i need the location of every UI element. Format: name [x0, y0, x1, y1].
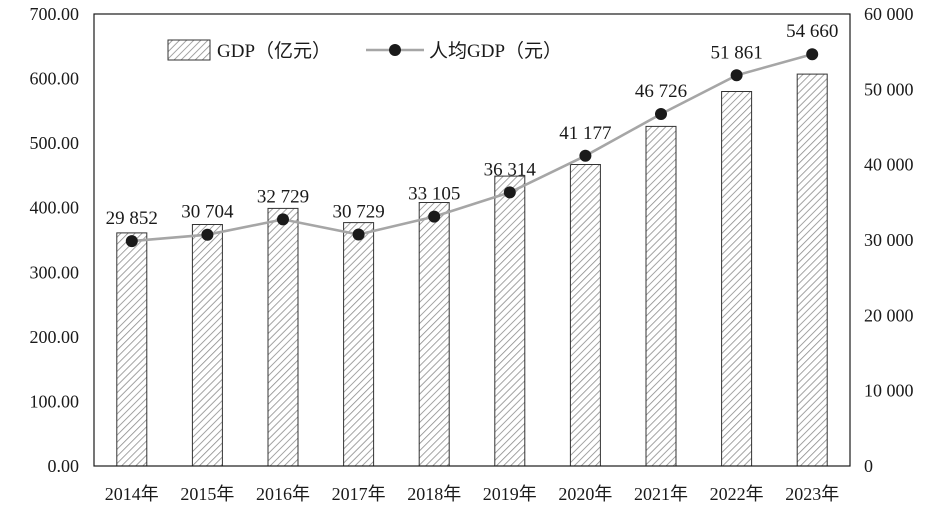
y-left-tick-label: 200.00: [30, 327, 80, 347]
y-left-tick-label: 600.00: [30, 69, 80, 89]
x-tick-label: 2022年: [710, 484, 764, 504]
legend-label-gdp: GDP（亿元）: [217, 40, 331, 62]
bar-gdp-0: [116, 232, 148, 467]
bar-gdp-8: [721, 91, 753, 467]
y-left-tick-label: 700.00: [30, 4, 80, 24]
marker-per-capita-5: [503, 186, 516, 199]
y-right-tick-label: 10 000: [864, 381, 914, 401]
y-right-tick-label: 30 000: [864, 230, 914, 250]
bar-gdp-5: [494, 175, 526, 467]
bar-gdp-1: [191, 224, 223, 467]
x-tick-label: 2019年: [483, 484, 537, 504]
y-right-tick-label: 0: [864, 456, 873, 476]
data-label-per-capita: 29 852: [106, 208, 158, 229]
y-left-tick-label: 0.00: [48, 456, 80, 476]
marker-per-capita-4: [428, 210, 441, 223]
x-tick-label: 2014年: [105, 484, 159, 504]
marker-per-capita-9: [806, 48, 819, 61]
marker-per-capita-7: [655, 108, 667, 120]
y-right-tick-label: 60 000: [864, 4, 914, 24]
data-label-per-capita: 33 105: [408, 184, 460, 205]
data-label-per-capita: 51 861: [710, 42, 762, 63]
plot-frame: [93, 13, 851, 467]
y-right-tick-label: 20 000: [864, 305, 914, 325]
legend: GDP（亿元） 人均GDP（元）: [167, 39, 562, 62]
data-label-per-capita: 36 314: [484, 159, 537, 180]
marker-per-capita-0: [125, 235, 138, 248]
bar-gdp-4: [418, 202, 450, 467]
bar-gdp-3: [343, 222, 375, 467]
bar-gdp-9: [796, 73, 828, 467]
x-tick-label: 2018年: [407, 484, 461, 504]
marker-per-capita-3: [352, 228, 365, 241]
bar-gdp-7: [645, 125, 677, 467]
bar-gdp-6: [569, 164, 601, 467]
y-left-tick-label: 300.00: [30, 262, 80, 282]
marker-per-capita-8: [730, 69, 743, 82]
bar-gdp-2: [267, 207, 299, 467]
x-tick-label: 2023年: [785, 484, 839, 504]
x-tick-label: 2017年: [332, 484, 386, 504]
x-tick-label: 2020年: [558, 484, 612, 504]
data-label-per-capita: 46 726: [635, 81, 687, 102]
marker-per-capita-6: [579, 149, 592, 162]
x-tick-label: 2021年: [634, 484, 688, 504]
y-right-tick-label: 50 000: [864, 79, 914, 99]
data-label-per-capita: 30 729: [332, 202, 384, 223]
data-label-per-capita: 54 660: [786, 21, 838, 42]
y-left-tick-label: 400.00: [30, 198, 80, 218]
y-right-tick-label: 40 000: [864, 155, 914, 175]
x-tick-label: 2016年: [256, 484, 310, 504]
data-label-per-capita: 32 729: [257, 186, 309, 207]
marker-per-capita-2: [277, 213, 289, 226]
legend-swatch-gdp: [167, 39, 211, 61]
line-per-capita-gdp: [131, 52, 813, 243]
legend-marker-per-capita: [389, 44, 401, 56]
marker-per-capita-1: [201, 228, 214, 241]
x-tick-label: 2015年: [180, 484, 234, 504]
data-label-per-capita: 30 704: [181, 202, 234, 223]
y-left-tick-label: 500.00: [30, 133, 80, 153]
y-left-tick-label: 100.00: [30, 391, 80, 411]
legend-label-per-capita: 人均GDP（元）: [429, 40, 562, 62]
data-label-per-capita: 41 177: [559, 123, 611, 144]
